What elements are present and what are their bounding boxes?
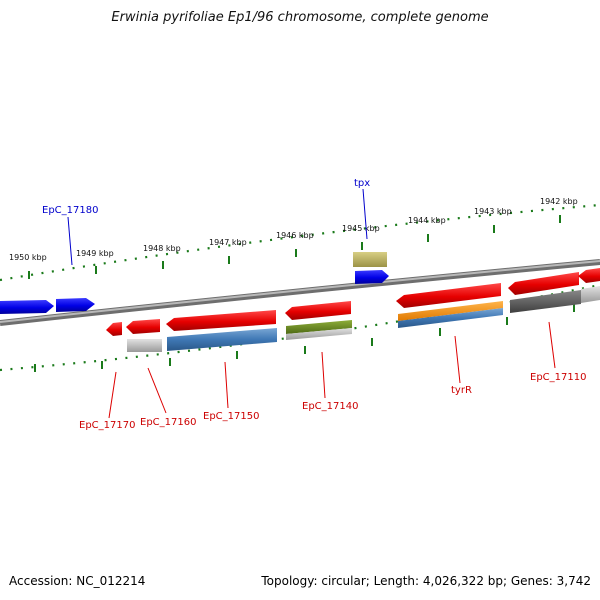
forward-gene-arrow[interactable]	[56, 298, 95, 312]
outer-major-ticks	[28, 215, 561, 279]
forward-leader-lines	[67, 188, 368, 266]
outer-scale-arc	[0, 203, 600, 282]
genome-backbone-highlight	[0, 260, 600, 323]
gene-label-reverse: EpC_17150	[203, 411, 259, 422]
accession-text: Accession: NC_012214	[9, 574, 146, 588]
gene-label-reverse: tyrR	[451, 385, 472, 396]
gene-label-reverse: EpC_17160	[140, 417, 196, 428]
kbp-label: 1946 kbp	[276, 231, 314, 240]
reverse-gene-arrow[interactable]	[285, 301, 351, 320]
gene-feature-bar[interactable]	[581, 286, 600, 303]
gene-feature-bar[interactable]	[286, 328, 352, 340]
reverse-gene-arrow[interactable]	[166, 310, 276, 331]
reverse-gene-arrow[interactable]	[508, 272, 579, 295]
gene-feature-bar[interactable]	[286, 320, 352, 334]
gene-feature-bar[interactable]	[167, 328, 277, 351]
gene-feature-bar[interactable]	[127, 339, 162, 352]
reverse-leader-lines	[108, 321, 556, 419]
gene-label-forward: EpC_17180	[42, 205, 98, 216]
forward-gene-feature[interactable]	[353, 252, 387, 267]
inner-major-ticks	[34, 304, 575, 372]
reverse-gene-arrow[interactable]	[396, 283, 501, 308]
kbp-label: 1945 kbp	[342, 224, 380, 233]
kbp-label: 1947 kbp	[209, 238, 247, 247]
gene-label-reverse: EpC_17140	[302, 401, 358, 412]
kbp-labels: 1950 kbp 1949 kbp 1948 kbp 1947 kbp 1946…	[9, 197, 578, 262]
kbp-label: 1949 kbp	[76, 249, 114, 258]
kbp-label: 1943 kbp	[474, 207, 512, 216]
map-title: Erwinia pyrifoliae Ep1/96 chromosome, co…	[111, 10, 489, 25]
reverse-gene-arrow[interactable]	[578, 268, 600, 283]
inner-scale-arc	[0, 283, 600, 372]
kbp-label: 1950 kbp	[9, 253, 47, 262]
kbp-label: 1948 kbp	[143, 244, 181, 253]
gene-label-reverse: EpC_17110	[530, 372, 586, 383]
reverse-gene-arrow[interactable]	[106, 322, 122, 336]
gene-feature-bar[interactable]	[398, 308, 503, 328]
gene-label-forward: tpx	[354, 178, 370, 189]
genome-info-text: Topology: circular; Length: 4,026,322 bp…	[261, 574, 591, 588]
kbp-label: 1944 kbp	[408, 216, 446, 225]
gene-feature-bar[interactable]	[510, 290, 581, 313]
forward-gene-arrow[interactable]	[355, 270, 389, 284]
forward-gene-arrow[interactable]	[0, 300, 54, 314]
reverse-gene-arrow[interactable]	[126, 319, 160, 334]
gene-label-reverse: EpC_17170	[79, 420, 135, 431]
kbp-label: 1942 kbp	[540, 197, 578, 206]
gene-feature-bar[interactable]	[398, 301, 503, 321]
